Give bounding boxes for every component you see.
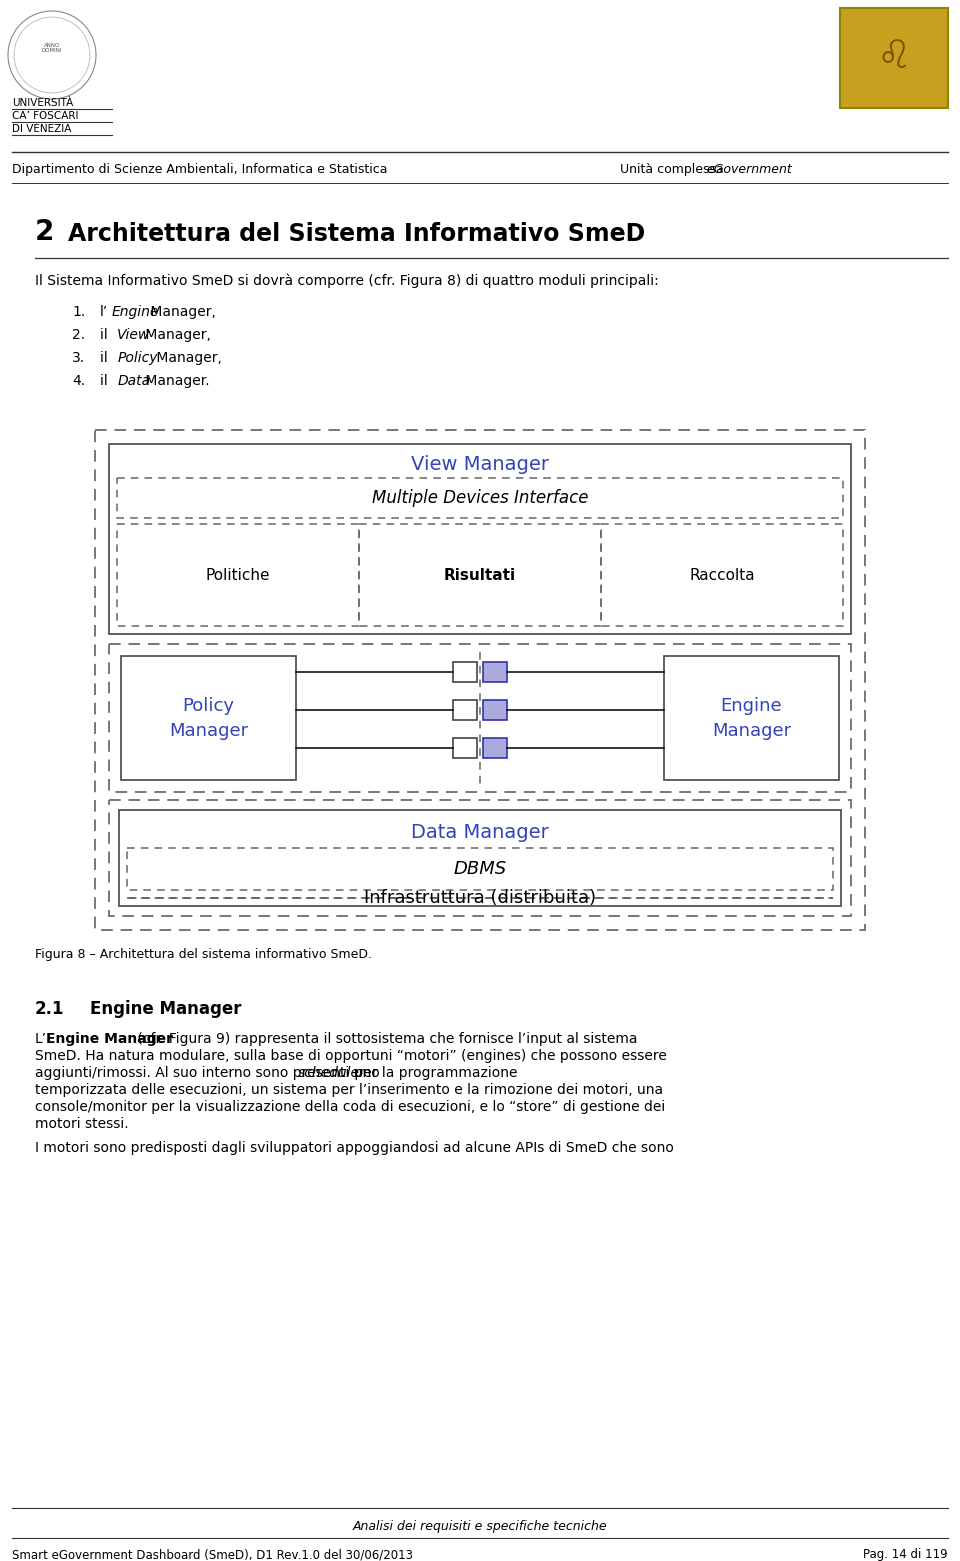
Bar [664,656,839,780]
Bar [95,429,865,930]
Text: Il Sistema Informativo SmeD si dovrà comporre (cfr. Figura 8) di quattro moduli : Il Sistema Informativo SmeD si dovrà com… [35,273,659,287]
Text: per la programmazione: per la programmazione [349,1066,517,1080]
Text: Engine
Manager: Engine Manager [712,696,791,740]
Text: aggiunti/rimossi. Al suo interno sono presenti uno: aggiunti/rimossi. Al suo interno sono pr… [35,1066,384,1080]
Bar [109,799,851,916]
Text: Politiche: Politiche [205,568,271,582]
Text: Analisi dei requisiti e specifiche tecniche: Analisi dei requisiti e specifiche tecni… [352,1520,608,1533]
Text: Engine Manager: Engine Manager [46,1032,173,1046]
Text: DBMS: DBMS [453,860,507,877]
Text: Engine: Engine [111,304,159,318]
Text: ♌: ♌ [876,37,911,76]
Text: Infrastruttura (distribuita): Infrastruttura (distribuita) [364,890,596,907]
Text: Policy
Manager: Policy Manager [169,696,248,740]
Text: L’: L’ [35,1032,47,1046]
Text: 2.: 2. [72,328,85,342]
Bar [453,699,477,720]
Text: Manager.: Manager. [140,375,209,389]
Text: il: il [100,375,112,389]
Bar [840,8,948,108]
Text: DI VENEZIA: DI VENEZIA [12,123,71,134]
Text: 2.1: 2.1 [35,1001,64,1018]
Text: console/monitor per la visualizzazione della coda di esecuzioni, e lo “store” di: console/monitor per la visualizzazione d… [35,1101,665,1115]
Text: UNIVERSITÀ: UNIVERSITÀ [12,98,73,108]
Text: il: il [100,328,112,342]
Text: Unità complessa: Unità complessa [620,162,728,176]
Text: CA’ FOSCARI: CA’ FOSCARI [12,111,79,122]
Bar [453,662,477,682]
Text: Figura 8 – Architettura del sistema informativo SmeD.: Figura 8 – Architettura del sistema info… [35,948,372,962]
Bar [601,524,843,626]
Text: Data Manager: Data Manager [411,823,549,841]
Bar [483,699,507,720]
Bar [109,645,851,791]
Text: View Manager: View Manager [411,454,549,473]
Text: Manager,: Manager, [140,328,210,342]
Text: l’: l’ [100,304,108,318]
Text: 1.: 1. [72,304,85,318]
Text: SmeD. Ha natura modulare, sulla base di opportuni “motori” (engines) che possono: SmeD. Ha natura modulare, sulla base di … [35,1049,667,1063]
Text: temporizzata delle esecuzioni, un sistema per l’inserimento e la rimozione dei m: temporizzata delle esecuzioni, un sistem… [35,1083,663,1097]
Bar [483,738,507,759]
Text: Multiple Devices Interface: Multiple Devices Interface [372,489,588,507]
Bar [121,656,296,780]
Text: View: View [117,328,151,342]
Text: (cfr. Figura 9) rappresenta il sottosistema che fornisce l’input al sistema: (cfr. Figura 9) rappresenta il sottosist… [132,1032,637,1046]
Bar [109,443,851,634]
Bar [453,738,477,759]
Text: Raccolta: Raccolta [689,568,755,582]
Text: Manager,: Manager, [153,351,222,365]
Bar [127,848,833,890]
Bar [117,478,843,518]
Text: Engine Manager: Engine Manager [90,1001,242,1018]
Text: Architettura del Sistema Informativo SmeD: Architettura del Sistema Informativo Sme… [68,222,645,247]
Text: motori stessi.: motori stessi. [35,1118,129,1132]
Text: Smart eGovernment Dashboard (SmeD), D1 Rev.1.0 del 30/06/2013: Smart eGovernment Dashboard (SmeD), D1 R… [12,1549,413,1561]
Bar [117,524,359,626]
Text: Risultati: Risultati [444,568,516,582]
Text: Pag. 14 di 119: Pag. 14 di 119 [863,1549,948,1561]
Bar [359,524,601,626]
Text: Data: Data [117,375,151,389]
Text: 2: 2 [35,219,55,247]
Text: I motori sono predisposti dagli sviluppatori appoggiandosi ad alcune APIs di Sme: I motori sono predisposti dagli sviluppa… [35,1141,674,1155]
Text: 4.: 4. [72,375,85,389]
Text: scheduler: scheduler [298,1066,365,1080]
Text: Dipartimento di Scienze Ambientali, Informatica e Statistica: Dipartimento di Scienze Ambientali, Info… [12,162,388,176]
Text: Manager,: Manager, [146,304,216,318]
Bar [483,662,507,682]
Text: 3.: 3. [72,351,85,365]
Text: ANNO
DOMINI: ANNO DOMINI [41,42,62,53]
Bar [119,810,841,905]
Text: Policy: Policy [117,351,157,365]
Text: il: il [100,351,112,365]
Text: eGovernment: eGovernment [707,162,792,176]
